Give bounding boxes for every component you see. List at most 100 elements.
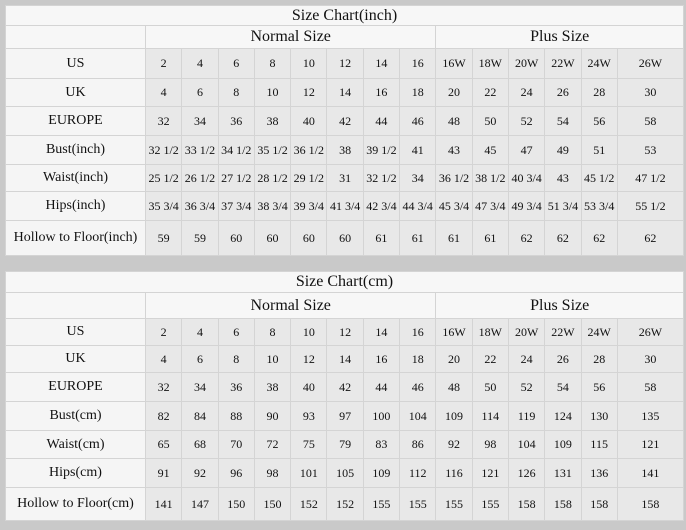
size-value-cell: 61 — [435, 220, 473, 256]
size-value-cell: 56 — [580, 106, 618, 136]
row-label: Waist(cm) — [5, 430, 146, 459]
size-value-cell: 60 — [253, 220, 292, 256]
size-value-cell: 52 — [507, 106, 546, 136]
row-label: Hollow to Floor(inch) — [5, 220, 146, 256]
size-value-cell: 50 — [471, 106, 509, 136]
row-label: EUROPE — [5, 106, 146, 136]
size-value-cell: 83 — [362, 430, 401, 459]
size-value-cell: 152 — [326, 487, 364, 521]
size-value-cell: 8 — [217, 78, 255, 107]
size-value-cell: 65 — [144, 430, 183, 459]
size-value-cell: 6 — [181, 345, 219, 373]
size-value-cell: 10 — [290, 48, 328, 79]
group-header-normal: Normal Size — [144, 292, 437, 319]
size-value-cell: 41 3/4 — [326, 191, 364, 221]
size-value-cell: 4 — [144, 78, 183, 107]
size-value-cell: 109 — [362, 458, 401, 488]
size-value-cell: 44 — [362, 106, 401, 136]
size-value-cell: 32 1/2 — [362, 164, 401, 192]
size-value-cell: 62 — [580, 220, 618, 256]
size-value-cell: 44 — [362, 372, 401, 402]
size-value-cell: 49 — [544, 135, 582, 165]
size-value-cell: 28 — [580, 345, 618, 373]
size-value-cell: 158 — [580, 487, 618, 521]
size-value-cell: 28 — [580, 78, 618, 107]
group-header-normal: Normal Size — [144, 25, 437, 49]
size-value-cell: 34 — [181, 106, 219, 136]
size-value-cell: 38 — [253, 106, 292, 136]
size-value-cell: 61 — [471, 220, 509, 256]
table-row: UK 4 6 8 10 12 14 16 18 20 22 24 26 28 30 — [5, 78, 684, 107]
size-value-cell: 40 — [290, 106, 328, 136]
size-value-cell: 61 — [362, 220, 401, 256]
size-value-cell: 34 1/2 — [217, 135, 255, 165]
size-value-cell: 150 — [253, 487, 292, 521]
size-value-cell: 46 — [399, 372, 437, 402]
size-value-cell: 27 1/2 — [217, 164, 255, 192]
row-label: Hollow to Floor(cm) — [5, 487, 146, 521]
size-value-cell: 104 — [399, 401, 437, 431]
size-value-cell: 38 3/4 — [253, 191, 292, 221]
size-value-cell: 50 — [471, 372, 509, 402]
size-value-cell: 28 1/2 — [253, 164, 292, 192]
size-value-cell: 97 — [326, 401, 364, 431]
group-header-plus: Plus Size — [435, 25, 684, 49]
table-row: US 2 4 6 8 10 12 14 16 16W 18W 20W 22W 24W 26W — [5, 48, 684, 79]
size-value-cell: 62 — [544, 220, 582, 256]
size-value-cell: 92 — [435, 430, 473, 459]
size-value-cell: 39 1/2 — [362, 135, 401, 165]
size-value-cell: 4 — [144, 345, 183, 373]
table-row: Bust(cm) 82 84 88 90 93 97 100 104 109 114 119 124 13… — [5, 401, 684, 431]
size-value-cell: 135 — [616, 401, 684, 431]
size-value-cell: 96 — [217, 458, 255, 488]
group-header-plus: Plus Size — [435, 292, 684, 319]
size-value-cell: 29 1/2 — [290, 164, 328, 192]
size-value-cell: 115 — [580, 430, 618, 459]
size-value-cell: 86 — [399, 430, 437, 459]
size-value-cell: 105 — [326, 458, 364, 488]
size-value-cell: 36 — [217, 372, 255, 402]
size-value-cell: 124 — [544, 401, 582, 431]
size-value-cell: 16W — [435, 318, 473, 346]
chart-title: Size Chart(cm) — [5, 271, 684, 293]
size-value-cell: 4 — [181, 318, 219, 346]
size-value-cell: 45 1/2 — [580, 164, 618, 192]
size-value-cell: 42 — [326, 106, 364, 136]
size-value-cell: 26 — [544, 345, 582, 373]
size-value-cell: 16 — [362, 78, 401, 107]
size-value-cell: 62 — [507, 220, 546, 256]
size-value-cell: 36 1/2 — [290, 135, 328, 165]
size-value-cell: 112 — [399, 458, 437, 488]
size-value-cell: 90 — [253, 401, 292, 431]
table-row: Waist(cm) 65 68 70 72 75 79 83 86 92 98 104 109 115 12… — [5, 430, 684, 459]
size-value-cell: 12 — [290, 78, 328, 107]
row-label: Bust(inch) — [5, 135, 146, 165]
size-value-cell: 48 — [435, 106, 473, 136]
size-value-cell: 12 — [326, 48, 364, 79]
size-value-cell: 22 — [471, 78, 509, 107]
row-label: UK — [5, 345, 146, 373]
size-value-cell: 34 — [399, 164, 437, 192]
size-value-cell: 16 — [362, 345, 401, 373]
size-value-cell: 38 — [326, 135, 364, 165]
size-value-cell: 32 — [144, 372, 183, 402]
row-label: Waist(inch) — [5, 164, 146, 192]
table-row: UK 4 6 8 10 12 14 16 18 20 22 24 26 28 30 — [5, 345, 684, 373]
size-value-cell: 43 — [435, 135, 473, 165]
size-value-cell: 60 — [326, 220, 364, 256]
row-label: Hips(cm) — [5, 458, 146, 488]
size-value-cell: 20 — [435, 345, 473, 373]
size-value-cell: 18 — [399, 345, 437, 373]
size-value-cell: 72 — [253, 430, 292, 459]
size-value-cell: 150 — [217, 487, 255, 521]
size-value-cell: 88 — [217, 401, 255, 431]
size-value-cell: 114 — [471, 401, 509, 431]
size-value-cell: 53 — [616, 135, 684, 165]
size-value-cell: 24W — [580, 48, 618, 79]
size-value-cell: 141 — [616, 458, 684, 488]
size-value-cell: 12 — [290, 345, 328, 373]
size-value-cell: 130 — [580, 401, 618, 431]
size-value-cell: 82 — [144, 401, 183, 431]
size-chart-inch: Size Chart(inch) Normal Size Plus Size US 2 4… — [5, 5, 684, 256]
size-value-cell: 26W — [616, 48, 684, 79]
